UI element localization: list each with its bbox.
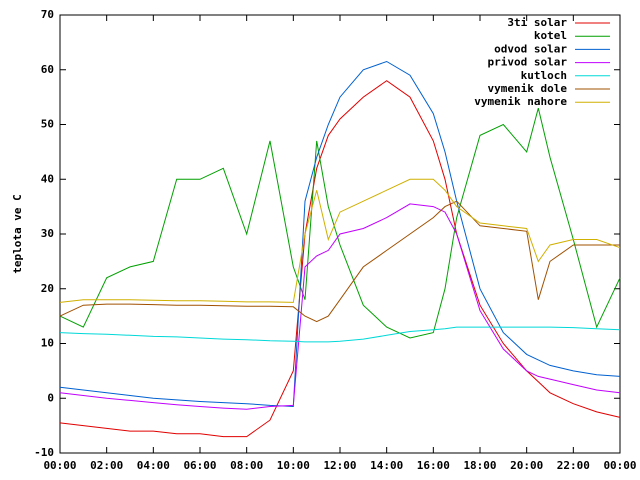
x-tick-label: 18:00: [463, 459, 496, 472]
y-tick-label: 10: [41, 337, 54, 350]
y-tick-label: 60: [41, 63, 54, 76]
x-tick-label: 06:00: [183, 459, 216, 472]
y-axis-label: teplota ve C: [11, 194, 24, 273]
x-tick-label: 00:00: [603, 459, 636, 472]
legend-label: kutloch: [521, 69, 567, 82]
x-tick-label: 14:00: [370, 459, 403, 472]
x-tick-label: 20:00: [510, 459, 543, 472]
x-tick-label: 08:00: [230, 459, 263, 472]
series-line: [59, 178, 621, 303]
y-tick-label: 0: [47, 391, 54, 404]
legend-label: 3ti solar: [507, 16, 567, 29]
y-tick-label: 50: [41, 118, 54, 131]
y-tick-label: 70: [41, 8, 54, 21]
series-line: [59, 60, 621, 408]
series-line: [59, 80, 621, 438]
legend-label: privod solar: [488, 56, 568, 69]
x-tick-label: 00:00: [43, 459, 76, 472]
series-line: [59, 203, 621, 410]
x-tick-label: 04:00: [137, 459, 170, 472]
series-line: [59, 326, 621, 343]
series-line: [59, 200, 620, 323]
x-tick-label: 16:00: [417, 459, 450, 472]
x-tick-label: 10:00: [277, 459, 310, 472]
y-tick-label: 20: [41, 282, 54, 295]
legend-label: odvod solar: [494, 42, 567, 55]
x-tick-label: 02:00: [90, 459, 123, 472]
legend-label: vymenik nahore: [474, 95, 567, 108]
x-tick-label: 12:00: [323, 459, 356, 472]
y-tick-label: 30: [41, 227, 54, 240]
series-line: [59, 107, 621, 339]
x-tick-label: 22:00: [557, 459, 590, 472]
y-tick-label: -10: [34, 446, 54, 459]
legend-label: vymenik dole: [488, 82, 568, 95]
y-tick-label: 40: [41, 172, 54, 185]
legend-label: kotel: [534, 29, 567, 42]
